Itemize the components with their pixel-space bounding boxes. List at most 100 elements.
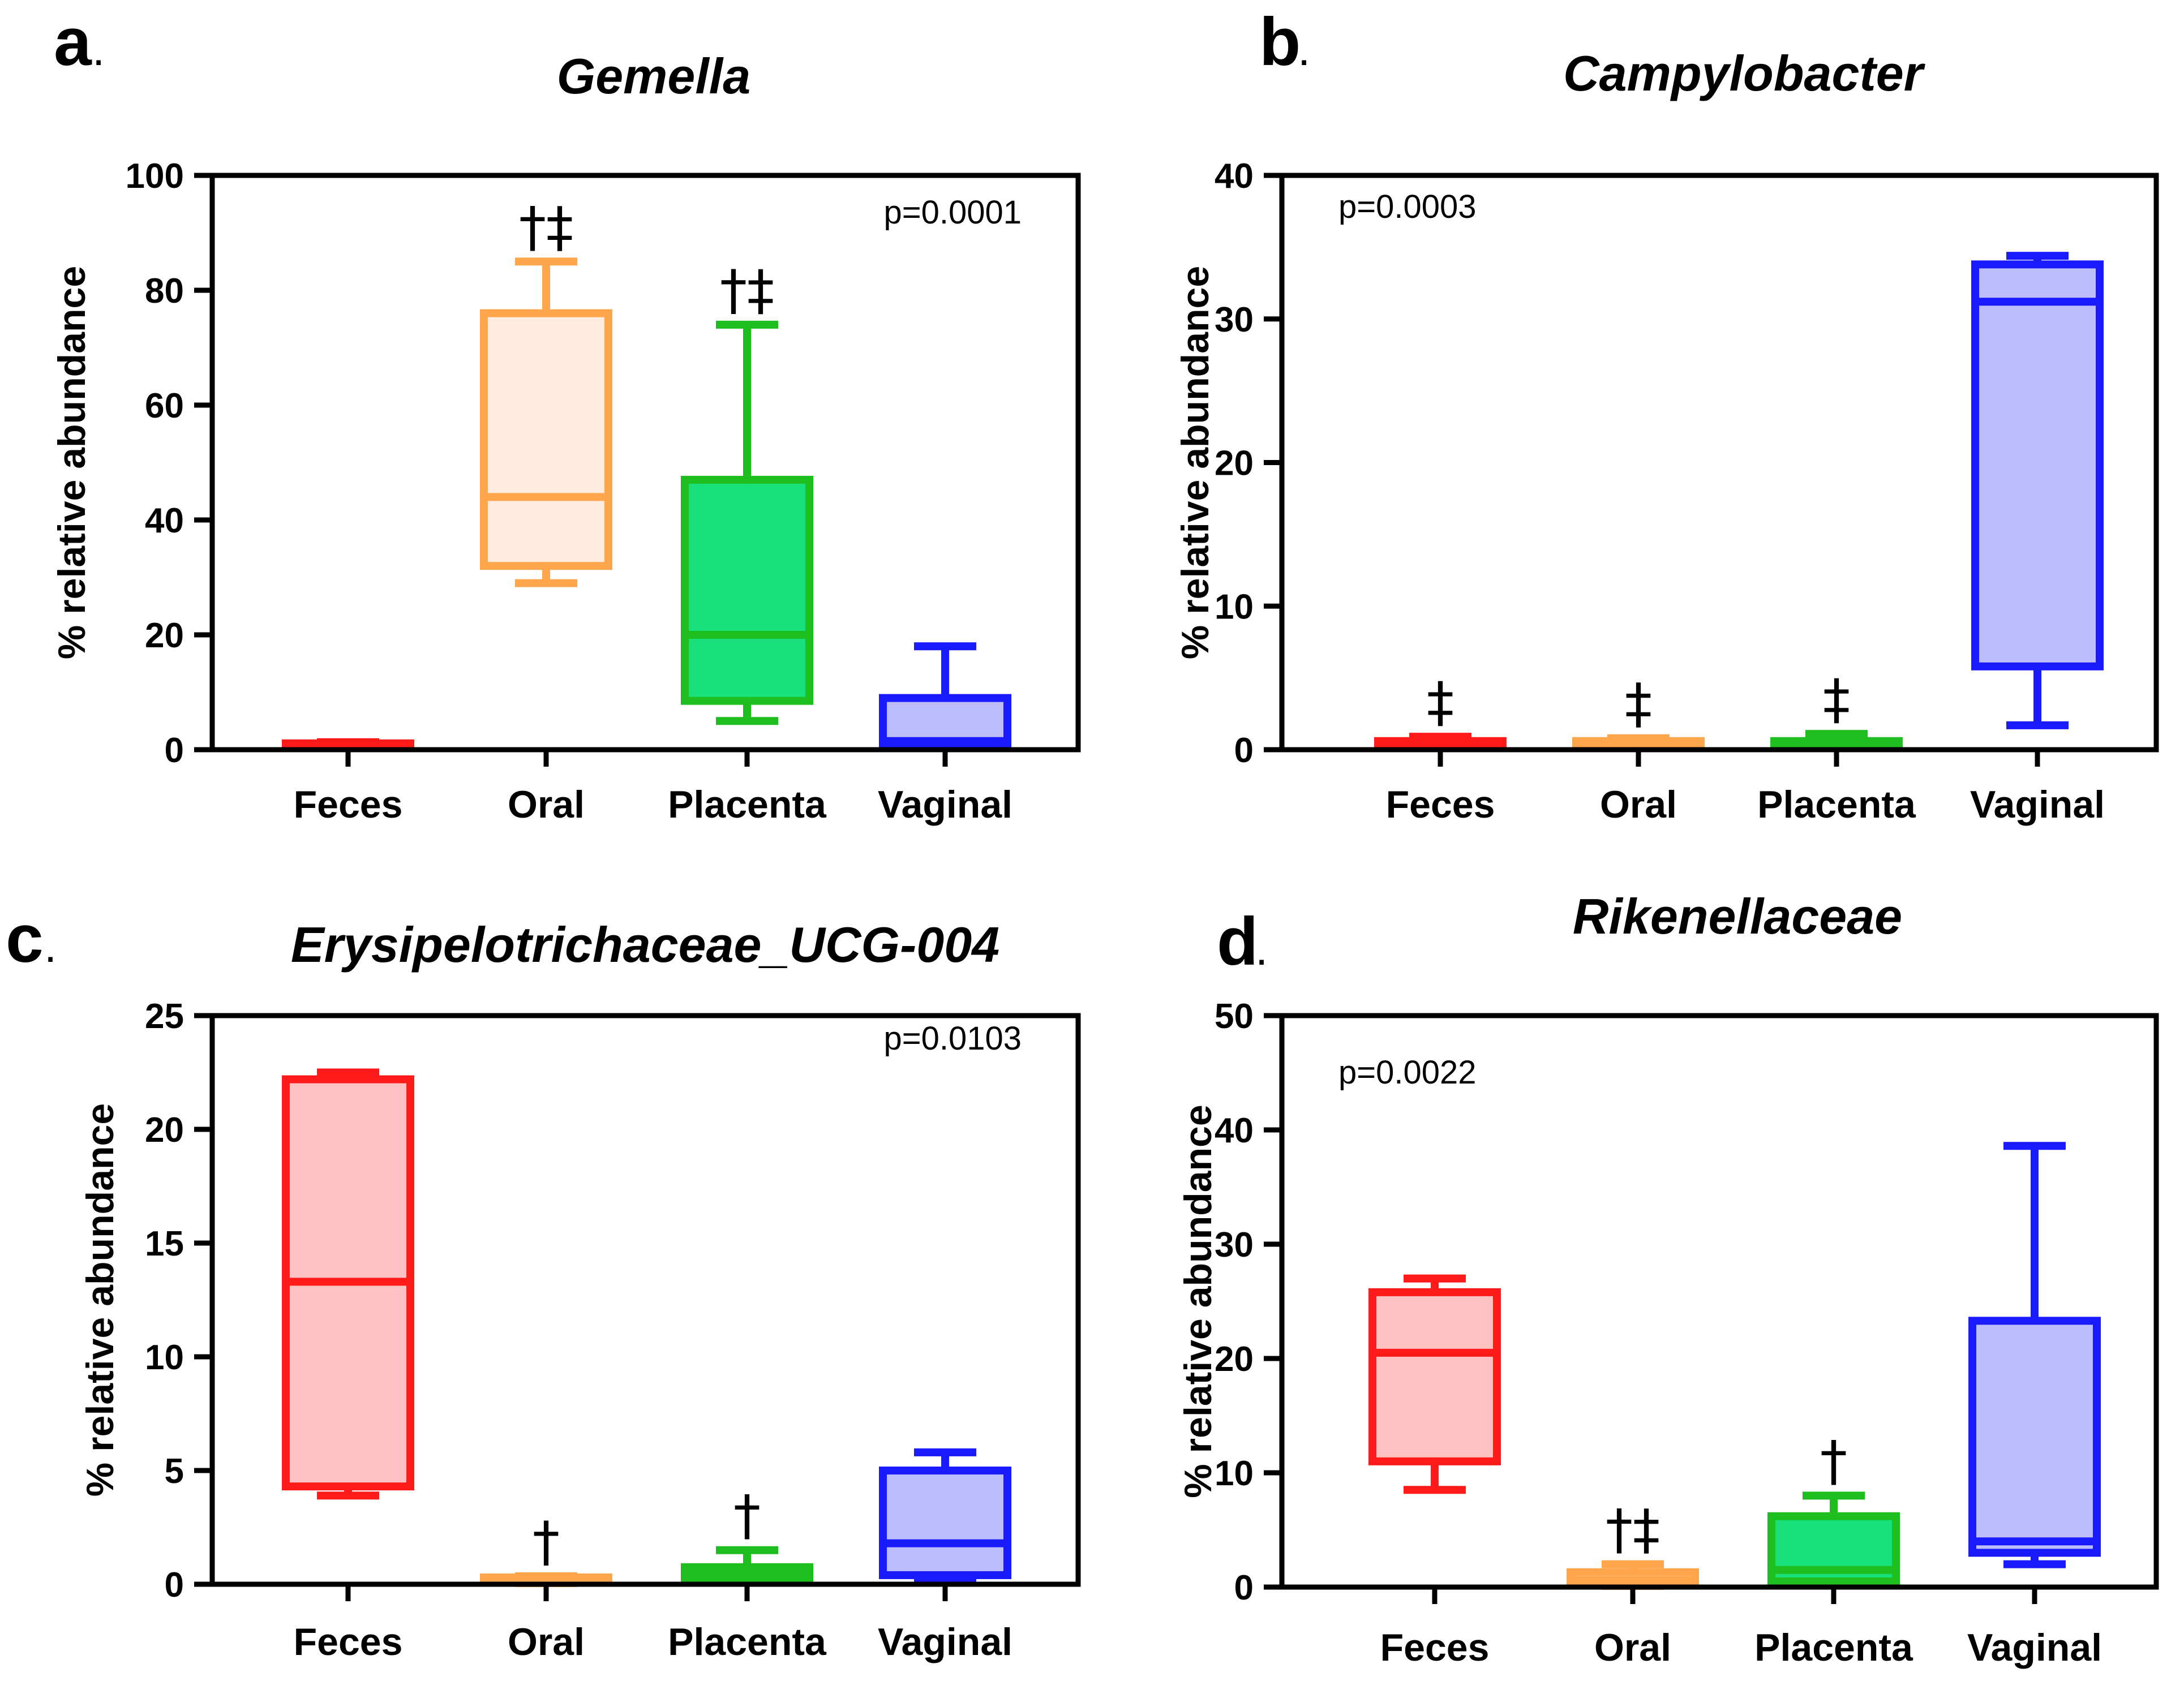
plot-frame: [209, 1013, 1081, 1587]
significance-mark: †: [1820, 1429, 1847, 1493]
x-tick-label: Placenta: [668, 783, 827, 826]
x-tick-label: Oral: [1594, 1626, 1671, 1669]
panel-d: d. Rikenellaceae % relative abundance 0 10 20…: [1177, 888, 2159, 1669]
x-tick-label: Feces: [1386, 783, 1495, 826]
significance-mark: ‡: [1823, 668, 1850, 731]
box-iqr: [879, 1467, 1011, 1579]
box-iqr: [1368, 1288, 1501, 1465]
x-tick-label: Feces: [294, 1620, 403, 1663]
panel-a: a. Gemella % relative abundance 0 20 40 60 80 10…: [50, 4, 1081, 826]
x-tick-label: Oral: [508, 783, 585, 826]
x-tick-label: Vaginal: [1970, 783, 2105, 826]
y-tick-label: 20: [1215, 1340, 1254, 1379]
y-tick-label: 0: [165, 1566, 184, 1605]
p-value: p=0.0103: [883, 1020, 1022, 1057]
y-axis-label: % relative abundance: [1177, 1104, 1220, 1498]
y-tick-label: 40: [1215, 157, 1254, 196]
x-tick-label: Placenta: [668, 1620, 827, 1663]
y-tick-label: 5: [165, 1452, 184, 1491]
box-iqr: [1968, 1317, 2101, 1557]
y-tick-label: 10: [1215, 587, 1254, 626]
chart-title: Rikenellaceae: [1573, 888, 1902, 944]
chart-title: Gemella: [557, 48, 750, 104]
box-placenta: †: [681, 1484, 813, 1586]
panel-letter: c: [6, 901, 44, 977]
panel-c: c. Erysipelotrichaceae_UCG-004 % relative …: [6, 901, 1081, 1663]
plot-frame: [1279, 173, 2159, 753]
panel-letter-dot: .: [1298, 24, 1310, 75]
box-iqr: [480, 309, 612, 570]
box-oral: ‡: [1572, 672, 1705, 753]
y-tick-label: 40: [1215, 1111, 1254, 1150]
p-value: p=0.0001: [883, 194, 1022, 231]
box-placenta: †‡: [681, 259, 813, 725]
panel-letter: b: [1259, 4, 1301, 80]
x-tick-label: Feces: [1380, 1626, 1490, 1669]
significance-mark: ‡: [1625, 672, 1652, 736]
significance-mark: †‡: [519, 195, 573, 259]
p-value: p=0.0022: [1338, 1054, 1477, 1091]
chart-title: Campylobacter: [1563, 45, 1926, 101]
x-tick-label: Oral: [508, 1620, 585, 1663]
significance-mark: †: [533, 1510, 560, 1573]
plot-frame: [1279, 1013, 2159, 1590]
box-iqr: [1971, 260, 2104, 670]
significance-mark: †‡: [720, 259, 774, 322]
significance-mark: ‡: [1427, 670, 1454, 734]
y-tick-label: 10: [145, 1338, 184, 1377]
x-tick-label: Oral: [1600, 783, 1677, 826]
panel-letter-dot: .: [44, 921, 57, 971]
y-tick-label: 80: [145, 272, 184, 311]
y-axis-label: % relative abundance: [1174, 266, 1217, 659]
y-tick-label: 0: [1234, 731, 1254, 770]
box-feces: ‡: [1374, 670, 1507, 753]
y-tick-label: 0: [1234, 1568, 1254, 1607]
panel-b: b. Campylobacter % relative abundance 0 10 20…: [1174, 4, 2159, 826]
y-tick-label: 60: [145, 386, 184, 425]
box-vaginal: [1968, 1142, 2101, 1568]
box-placenta: ‡: [1770, 668, 1903, 753]
y-tick-label: 40: [145, 501, 184, 540]
y-tick-label: 20: [1215, 444, 1254, 483]
panel-letter: a: [54, 4, 92, 80]
chart-title: Erysipelotrichaceae_UCG-004: [291, 917, 999, 973]
x-tick-label: Vaginal: [878, 1620, 1012, 1663]
y-tick-label: 0: [165, 731, 184, 770]
y-tick-label: 20: [145, 1111, 184, 1150]
box-feces: [282, 1068, 414, 1500]
y-tick-label: 10: [1215, 1454, 1254, 1493]
box-iqr: [879, 694, 1011, 748]
x-tick-label: Placenta: [1754, 1626, 1913, 1669]
y-tick-label: 30: [1215, 1226, 1254, 1265]
y-tick-label: 20: [145, 616, 184, 655]
box-vaginal: [879, 1448, 1011, 1586]
panel-letter-dot: .: [92, 24, 105, 75]
box-feces: [1368, 1274, 1501, 1494]
y-tick-label: 15: [145, 1224, 184, 1263]
box-oral: †‡: [480, 195, 612, 587]
plot-frame: [209, 173, 1081, 753]
y-tick-label: 100: [126, 157, 184, 196]
p-value: p=0.0003: [1338, 188, 1477, 225]
box-placenta: †: [1767, 1429, 1900, 1589]
box-vaginal: [1971, 252, 2104, 729]
box-iqr: [681, 475, 813, 705]
panel-letter: d: [1217, 904, 1258, 979]
x-tick-label: Vaginal: [1967, 1626, 2102, 1669]
x-tick-label: Vaginal: [878, 783, 1012, 826]
box-oral: †: [480, 1510, 612, 1587]
box-oral: †‡: [1567, 1498, 1699, 1590]
panel-letter-dot: .: [1255, 924, 1268, 974]
y-tick-label: 50: [1215, 997, 1254, 1036]
y-tick-label: 25: [145, 997, 184, 1036]
y-axis-label: % relative abundance: [79, 1103, 122, 1497]
x-tick-label: Feces: [294, 783, 403, 826]
box-feces: [282, 738, 414, 752]
significance-mark: †‡: [1606, 1498, 1660, 1562]
significance-mark: †: [733, 1484, 761, 1547]
box-vaginal: [879, 642, 1011, 752]
y-axis-label: % relative abundance: [50, 266, 93, 659]
y-tick-label: 30: [1215, 300, 1254, 339]
x-tick-label: Placenta: [1757, 783, 1916, 826]
